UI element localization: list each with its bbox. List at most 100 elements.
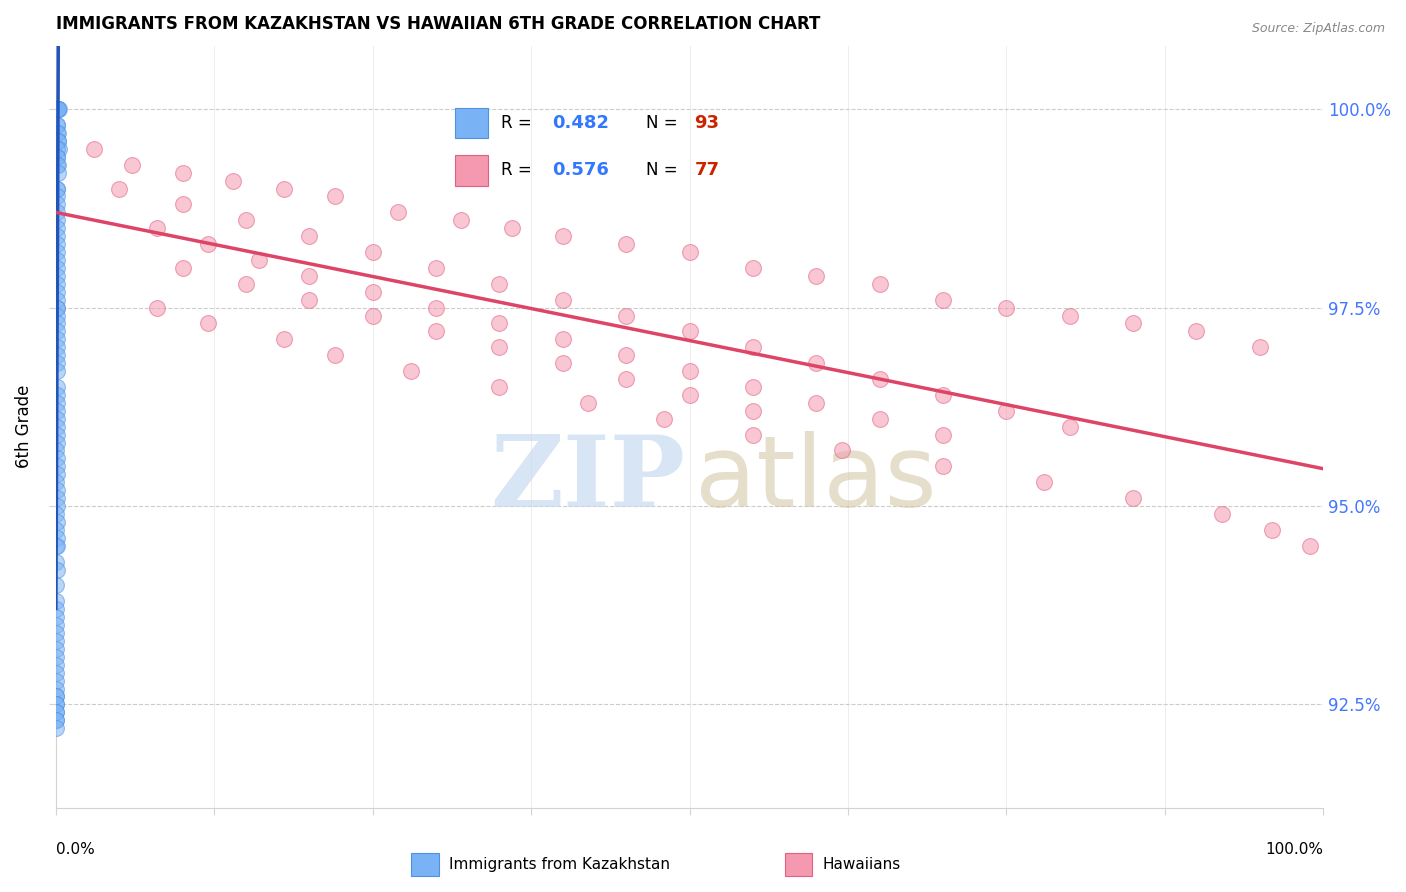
- Point: [46, 158, 69, 172]
- Point: [45, 594, 67, 608]
- Point: [741, 340, 763, 354]
- Point: [806, 268, 828, 283]
- Point: [45, 142, 67, 156]
- Point: [46, 102, 69, 116]
- Point: [323, 348, 346, 362]
- Text: 0.0%: 0.0%: [56, 842, 94, 857]
- Point: [235, 213, 257, 227]
- Point: [172, 260, 194, 275]
- Point: [298, 268, 321, 283]
- Point: [551, 332, 574, 346]
- Point: [652, 411, 675, 425]
- Point: [45, 396, 67, 410]
- Point: [45, 649, 67, 664]
- Point: [45, 602, 67, 616]
- Point: [45, 721, 67, 735]
- Point: [45, 665, 67, 680]
- Point: [425, 301, 447, 315]
- Point: [45, 364, 67, 378]
- Point: [678, 388, 700, 402]
- Point: [45, 618, 67, 632]
- Point: [48, 102, 70, 116]
- Point: [614, 372, 637, 386]
- Point: [425, 260, 447, 275]
- Point: [741, 427, 763, 442]
- Point: [1261, 523, 1284, 537]
- Point: [45, 181, 67, 195]
- Point: [45, 451, 67, 466]
- Point: [172, 197, 194, 211]
- Point: [1059, 419, 1081, 434]
- Point: [45, 301, 67, 315]
- Point: [45, 578, 67, 592]
- Point: [45, 698, 67, 712]
- Point: [45, 150, 67, 164]
- Point: [1059, 309, 1081, 323]
- Point: [46, 102, 69, 116]
- Point: [45, 610, 67, 624]
- Point: [46, 102, 69, 116]
- Point: [1122, 317, 1144, 331]
- Point: [1249, 340, 1271, 354]
- Point: [806, 396, 828, 410]
- Point: [932, 459, 955, 474]
- Point: [45, 483, 67, 497]
- Text: Hawaiians: Hawaiians: [823, 857, 901, 872]
- Y-axis label: 6th Grade: 6th Grade: [15, 385, 32, 468]
- Point: [45, 531, 67, 545]
- Point: [298, 229, 321, 244]
- Point: [1211, 507, 1233, 521]
- Point: [45, 562, 67, 576]
- Point: [45, 657, 67, 672]
- Point: [197, 237, 219, 252]
- Point: [45, 706, 67, 720]
- Point: [869, 372, 891, 386]
- Point: [678, 325, 700, 339]
- Point: [45, 332, 67, 346]
- Point: [45, 388, 67, 402]
- Point: [146, 301, 169, 315]
- Point: [614, 309, 637, 323]
- Point: [146, 221, 169, 235]
- Point: [273, 332, 295, 346]
- Point: [45, 237, 67, 252]
- Point: [45, 507, 67, 521]
- Point: [46, 317, 69, 331]
- Point: [48, 142, 70, 156]
- Point: [45, 515, 67, 529]
- Point: [45, 714, 67, 728]
- Point: [45, 213, 67, 227]
- Point: [741, 404, 763, 418]
- Point: [45, 634, 67, 648]
- Point: [121, 158, 143, 172]
- Point: [108, 181, 131, 195]
- Point: [932, 388, 955, 402]
- Point: [298, 293, 321, 307]
- Point: [235, 277, 257, 291]
- Point: [45, 706, 67, 720]
- Point: [45, 325, 67, 339]
- Point: [222, 173, 245, 187]
- Text: IMMIGRANTS FROM KAZAKHSTAN VS HAWAIIAN 6TH GRADE CORRELATION CHART: IMMIGRANTS FROM KAZAKHSTAN VS HAWAIIAN 6…: [56, 15, 820, 33]
- Point: [45, 491, 67, 505]
- Point: [488, 340, 510, 354]
- Point: [45, 681, 67, 696]
- Point: [273, 181, 295, 195]
- Point: [45, 205, 67, 219]
- Point: [46, 150, 69, 164]
- Point: [678, 245, 700, 260]
- Point: [869, 277, 891, 291]
- Point: [48, 166, 70, 180]
- Point: [46, 309, 69, 323]
- Point: [46, 268, 69, 283]
- Point: [46, 158, 69, 172]
- Point: [741, 260, 763, 275]
- Point: [45, 555, 67, 569]
- Point: [45, 467, 67, 482]
- Point: [45, 252, 67, 267]
- Point: [995, 301, 1018, 315]
- Point: [46, 134, 69, 148]
- Point: [45, 690, 67, 704]
- Point: [45, 340, 67, 354]
- Point: [247, 252, 270, 267]
